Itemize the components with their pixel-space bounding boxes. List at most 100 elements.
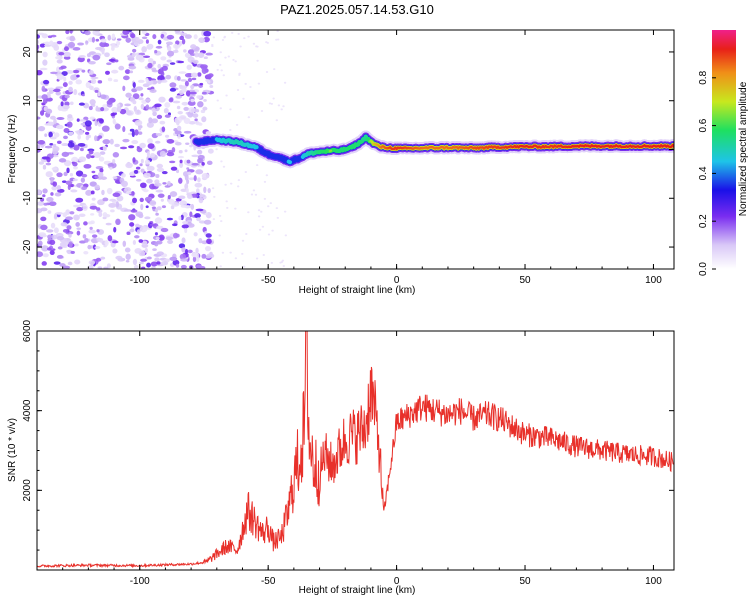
heatmap-cell bbox=[78, 156, 87, 163]
snr-x-ticks: -100 -50 0 50 100 bbox=[36, 331, 662, 587]
heatmap-cell bbox=[40, 224, 48, 231]
heatmap-cell bbox=[125, 162, 133, 169]
heatmap-cell bbox=[201, 173, 210, 179]
heatmap-cell bbox=[156, 206, 162, 211]
heatmap-cell bbox=[91, 197, 96, 201]
heatmap-cell bbox=[201, 253, 207, 259]
heatmap-cell bbox=[40, 207, 48, 212]
heatmap-cell bbox=[90, 76, 99, 80]
heatmap-cell bbox=[111, 46, 115, 51]
heatmap-cell bbox=[140, 158, 144, 164]
heatmap-cell bbox=[107, 34, 112, 41]
heatmap-cell bbox=[140, 182, 147, 189]
heatmap-cell bbox=[155, 189, 164, 193]
heatmap-cell bbox=[40, 110, 45, 116]
heatmap-cell bbox=[62, 212, 67, 218]
heatmap-cell bbox=[177, 60, 185, 64]
heatmap-cell bbox=[115, 40, 121, 46]
heatmap-cell bbox=[234, 207, 237, 210]
heatmap-cell bbox=[124, 187, 132, 192]
heatmap-cell bbox=[139, 226, 148, 233]
heatmap-cell bbox=[76, 230, 81, 236]
heatmap-cell bbox=[206, 160, 213, 166]
heatmap-cell bbox=[66, 167, 70, 174]
heatmap-cell bbox=[144, 98, 151, 102]
heatmap-cell bbox=[46, 247, 52, 251]
heatmap-cell bbox=[63, 46, 69, 52]
heatmap-cell bbox=[166, 59, 172, 63]
heatmap-cell bbox=[143, 55, 151, 59]
heatmap-cell bbox=[167, 239, 174, 244]
heatmap-cell bbox=[258, 228, 262, 231]
heatmap-cell bbox=[50, 177, 54, 184]
heatmap-cell bbox=[195, 169, 204, 175]
heatmap-cell bbox=[178, 216, 182, 221]
heatmap-cell bbox=[275, 119, 279, 122]
heatmap-cell bbox=[129, 70, 134, 74]
x-tick-label: 0 bbox=[394, 576, 400, 587]
heatmap-cell bbox=[158, 234, 165, 241]
heatmap-cell bbox=[37, 201, 45, 206]
heatmap-cell bbox=[136, 146, 143, 153]
heatmap-cell bbox=[87, 221, 93, 225]
heatmap-cell bbox=[114, 143, 120, 148]
heatmap-cell bbox=[165, 41, 173, 46]
heatmap-cell bbox=[184, 159, 188, 165]
heatmap-cell bbox=[219, 63, 222, 66]
spectrogram-y-label: Frequency (Hz) bbox=[7, 115, 18, 184]
heatmap-cell bbox=[77, 142, 86, 147]
heatmap-cell bbox=[76, 74, 80, 78]
heatmap-cell bbox=[229, 129, 232, 132]
heatmap-cell bbox=[70, 74, 77, 81]
heatmap-cell bbox=[69, 35, 76, 42]
heatmap-cell bbox=[195, 247, 199, 254]
heatmap-cell bbox=[62, 104, 70, 110]
heatmap-cell bbox=[234, 60, 237, 63]
heatmap-cell bbox=[94, 175, 99, 179]
heatmap-cell bbox=[209, 251, 213, 256]
heatmap-cell bbox=[125, 37, 132, 43]
heatmap-cell bbox=[68, 86, 73, 93]
y-tick-label: 4000 bbox=[22, 399, 33, 422]
heatmap-cell bbox=[110, 43, 116, 48]
heatmap-cell bbox=[196, 149, 203, 155]
heatmap-cell bbox=[74, 243, 79, 247]
heatmap-cell bbox=[211, 239, 215, 242]
heatmap-cell bbox=[95, 257, 102, 262]
heatmap-cell bbox=[273, 68, 276, 71]
heatmap-cell bbox=[105, 70, 110, 75]
heatmap-cell bbox=[184, 149, 188, 153]
heatmap-cell bbox=[201, 162, 205, 166]
heatmap-cell bbox=[72, 47, 81, 51]
heatmap-cell bbox=[89, 99, 96, 106]
heatmap-cell bbox=[129, 228, 135, 233]
heatmap-cell bbox=[80, 122, 86, 126]
heatmap-cell bbox=[143, 189, 149, 193]
heatmap-cell bbox=[151, 265, 156, 269]
heatmap-cell bbox=[154, 140, 161, 144]
heatmap-cell bbox=[125, 110, 132, 116]
heatmap-cell bbox=[225, 94, 228, 97]
heatmap-cell bbox=[211, 45, 214, 48]
heatmap-cell bbox=[84, 238, 89, 243]
heatmap-cell bbox=[166, 139, 175, 144]
heatmap-cell bbox=[140, 103, 145, 110]
heatmap-cell bbox=[60, 222, 68, 227]
heatmap-cell bbox=[167, 45, 172, 52]
heatmap-cell bbox=[284, 234, 288, 237]
heatmap-cell bbox=[66, 121, 73, 128]
heatmap-cell bbox=[45, 171, 53, 178]
heatmap-cell bbox=[222, 74, 225, 77]
heatmap-cell bbox=[46, 108, 53, 114]
heatmap-cell bbox=[243, 37, 246, 40]
heatmap-cell bbox=[159, 150, 167, 157]
heatmap-cell bbox=[126, 231, 131, 236]
heatmap-cell bbox=[192, 256, 197, 263]
heatmap-cell bbox=[219, 265, 222, 268]
heatmap-cell bbox=[69, 173, 74, 177]
heatmap-cell bbox=[268, 102, 272, 105]
heatmap-cell bbox=[147, 138, 153, 145]
heatmap-cell bbox=[72, 178, 78, 182]
heatmap-cell bbox=[192, 113, 199, 118]
heatmap-cell bbox=[187, 111, 194, 118]
